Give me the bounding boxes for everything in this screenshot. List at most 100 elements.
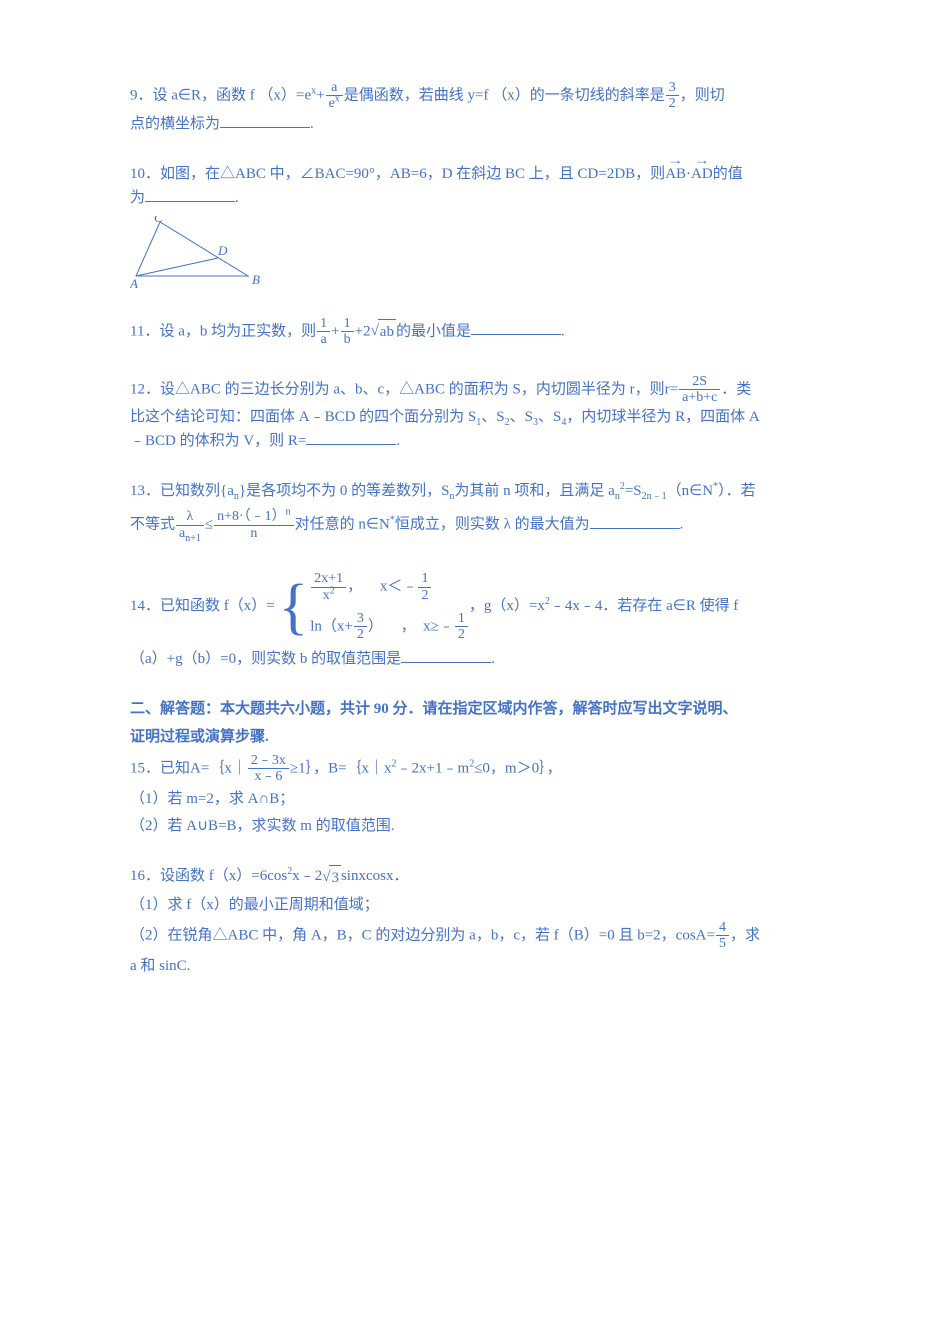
problem-number: 13．: [130, 483, 160, 499]
part-3: a 和 sinC.: [130, 954, 815, 978]
period: .: [235, 190, 239, 206]
fraction: 2﹣3xx﹣6: [248, 753, 289, 785]
plus: +: [331, 323, 339, 339]
ge: ≥: [290, 760, 298, 776]
denominator: x﹣6: [248, 769, 289, 784]
lt-icon: ＜: [387, 578, 402, 594]
text: 设 a∈R，函数 f （x）=e: [153, 87, 312, 103]
text: 1｝: [298, 760, 313, 776]
text: 、S: [538, 409, 561, 425]
text: 设△ABC 的三边长分别为 a、b、c，△ABC 的面积为 S，内切圆半径为 r…: [160, 381, 665, 397]
answer-blank: [220, 112, 310, 128]
text: 、S: [481, 409, 504, 425]
problem-10: 10．如图，在△ABC 中，∠BAC=90°，AB=6，D 在斜边 BC 上，且…: [130, 162, 815, 290]
problem-number: 16．: [130, 868, 160, 884]
fraction: 12: [418, 571, 431, 603]
line: （a）+g（b）=0，则实数 b 的取值范围是.: [130, 647, 815, 671]
text: 的值: [713, 166, 743, 182]
text: 为: [130, 190, 145, 206]
text: 比这个结论可知：四面体 A﹣BCD 的四个面分别为 S: [130, 409, 476, 425]
fraction: 2Sa+b+c: [679, 374, 720, 406]
text: ≤0，m＞0｝，: [474, 760, 561, 776]
text: sinxcosx．: [341, 868, 409, 884]
numerator: 1: [455, 611, 468, 627]
numerator: 1: [418, 571, 431, 587]
text: （2）在锐角△ABC 中，角 A，B，C 的对边分别为 a，b，c，若 f（B）…: [130, 927, 715, 943]
text: 、S: [510, 409, 533, 425]
sup: x: [335, 94, 340, 105]
period: .: [396, 433, 400, 449]
text: ﹣2x+1﹣m: [397, 760, 470, 776]
sub: n+1: [185, 533, 201, 544]
vector-ad: AD: [691, 162, 713, 186]
fraction: 1a: [317, 316, 330, 348]
piece-row-1: 2x+1x2， x＜﹣12: [310, 567, 469, 607]
radicand: 3: [329, 865, 341, 890]
triangle-figure: A B C D: [130, 216, 265, 290]
fraction: 32: [354, 611, 367, 643]
numerator: λ: [176, 509, 204, 525]
text: ，内切球半径为 R，四面体 A: [566, 409, 759, 425]
problem-number: 9．: [130, 87, 153, 103]
neg: ﹣: [402, 578, 417, 594]
comma: ，: [347, 578, 362, 594]
line: 比这个结论可知：四面体 A﹣BCD 的四个面分别为 S1、S2、S3、S4，内切…: [130, 405, 815, 429]
text: ）: [368, 618, 383, 634]
text: ，g（x）=x: [469, 598, 545, 614]
fraction: n+8·（﹣1）nn: [214, 509, 294, 541]
problem-number: 15．: [130, 760, 160, 776]
answer-blank: [145, 186, 235, 202]
text: 如图，在△ABC 中，∠BAC=90°，AB=6，D 在斜边 BC 上，且 CD…: [160, 166, 665, 182]
problem-16: 16．设函数 f（x）=6cos2x﹣23sinxcosx． （1）求 f（x）…: [130, 864, 815, 978]
piecewise-function: { 2x+1x2， x＜﹣12 ln（x+32） ， x≥﹣12: [278, 567, 468, 647]
text: A=｛x｜: [190, 760, 247, 776]
text: +2: [355, 323, 371, 339]
line: 不等式λan+1≤n+8·（﹣1）nn对任意的 n∈N*恒成立，则实数 λ 的最…: [130, 509, 815, 541]
numerator: 3: [666, 80, 679, 96]
text: x: [323, 588, 330, 603]
vector-ab: AB: [665, 162, 686, 186]
text: 已知函数 f（x）=: [160, 598, 275, 614]
sqrt: ab: [371, 319, 396, 344]
text: ln（x+: [310, 618, 353, 634]
text: （a）+g（b）=0，则实数 b 的取值范围是: [130, 651, 401, 667]
label-d: D: [217, 243, 228, 258]
problem-number: 12．: [130, 381, 160, 397]
text: 设函数 f（x）=6cos: [160, 868, 287, 884]
label-b: B: [252, 272, 260, 287]
denominator: 2: [666, 96, 679, 111]
answer-blank: [306, 429, 396, 445]
text: 的最小值是: [396, 323, 471, 339]
denominator: 2: [418, 588, 431, 603]
text: =S: [625, 483, 642, 499]
part-1: （1）若 m=2，求 A∩B；: [130, 787, 815, 811]
text: 不等式: [130, 517, 175, 533]
section-title-line1: 二、解答题：本大题共六小题，共计 90 分．请在指定区域内作答，解答时应写出文字…: [130, 697, 815, 721]
period: .: [491, 651, 495, 667]
answer-blank: [590, 513, 680, 529]
numerator: 4: [716, 920, 729, 936]
sup: 2: [330, 585, 335, 596]
text: 是偶函数，若曲线 y=f （x）的一条切线的斜率是: [344, 87, 665, 103]
text: （n∈N: [667, 483, 713, 499]
text: }是各项均不为 0 的等差数列，S: [239, 483, 450, 499]
text: +: [316, 87, 324, 103]
radicand: ab: [378, 319, 396, 344]
numerator: 1: [317, 316, 330, 332]
answer-blank: [471, 319, 561, 335]
comma: ，: [401, 618, 416, 634]
condition: x＜﹣12: [380, 571, 433, 603]
left-brace-icon: {: [278, 576, 308, 638]
text: ，则切: [680, 87, 725, 103]
text: x﹣2: [292, 868, 322, 884]
fraction: 1b: [341, 316, 354, 348]
part-2: （2）若 A∪B=B，求实数 m 的取值范围.: [130, 814, 815, 838]
text: ﹣4x﹣4．若存在 a∈R 使得 f: [550, 598, 738, 614]
sup: n: [286, 507, 291, 518]
numerator: 1: [341, 316, 354, 332]
problem-15: 15．已知A=｛x｜2﹣3xx﹣6≥1｝，B=｛x｜x2﹣2x+1﹣m2≤0，m…: [130, 753, 815, 839]
fraction: 45: [716, 920, 729, 952]
label-c: C: [154, 216, 163, 225]
text: ）．若: [718, 483, 756, 499]
sqrt: 3: [322, 865, 341, 890]
